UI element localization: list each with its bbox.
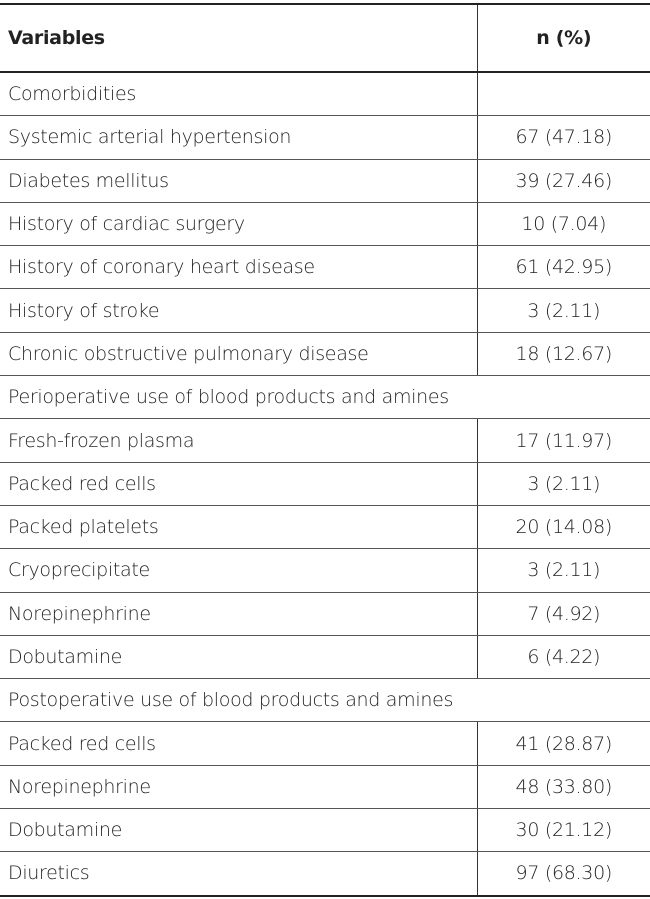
label-cell: Cryoprecipitate xyxy=(0,548,477,593)
value-cell: 97 (68.30) xyxy=(476,851,650,897)
value-cell: 10 (7.04) xyxy=(476,202,650,247)
label-cell: Dobutamine xyxy=(0,808,477,853)
value-cell: 3 (2.11) xyxy=(476,548,650,593)
value-cell: 67 (47.18) xyxy=(476,115,650,160)
section-cell: Comorbidities xyxy=(0,72,477,117)
value-cell: 17 (11.97) xyxy=(476,418,650,463)
table-row: Systemic arterial hypertension 67 (47.18) xyxy=(0,115,650,160)
label-cell: History of stroke xyxy=(0,288,477,333)
table-row: Dobutamine 6 (4.22) xyxy=(0,635,650,680)
empty-cell xyxy=(476,72,650,117)
table-row: Diuretics 97 (68.30) xyxy=(0,851,650,897)
label-cell: Systemic arterial hypertension xyxy=(0,115,477,160)
table-row: Cryoprecipitate 3 (2.11) xyxy=(0,548,650,593)
label-cell: Diabetes mellitus xyxy=(0,159,477,203)
table: Variables n (%) Comorbidities Systemic ar… xyxy=(0,3,650,897)
value-cell: 18 (12.67) xyxy=(476,332,650,377)
value-cell: 41 (28.87) xyxy=(476,721,650,766)
value-cell: 30 (21.12) xyxy=(476,808,650,853)
table-row: Packed platelets 20 (14.08) xyxy=(0,505,650,550)
label-cell: Norepinephrine xyxy=(0,592,477,636)
table-row: History of coronary heart disease 61 (42.… xyxy=(0,245,650,290)
header-cell: Variables xyxy=(0,3,477,73)
table-row: Chronic obstructive pulmonary disease 18 … xyxy=(0,332,650,377)
table-row: Diabetes mellitus 39 (27.46) xyxy=(0,159,650,203)
value-cell: 20 (14.08) xyxy=(476,505,650,550)
table-row: Dobutamine 30 (21.12) xyxy=(0,808,650,853)
section-cell: Perioperative use of blood products and … xyxy=(0,375,650,420)
section-cell: Postoperative use of blood products and … xyxy=(0,678,650,723)
label-cell: Dobutamine xyxy=(0,635,477,680)
value-cell: 3 (2.11) xyxy=(476,462,650,506)
value-cell: 7 (4.92) xyxy=(476,592,650,636)
label-cell: Chronic obstructive pulmonary disease xyxy=(0,332,477,377)
label-cell: Fresh-frozen plasma xyxy=(0,418,477,463)
value-cell: 48 (33.80) xyxy=(476,765,650,810)
table-row: Norepinephrine 48 (33.80) xyxy=(0,765,650,810)
table-wrap: Variables n (%) Comorbidities Systemic ar… xyxy=(0,3,650,897)
label-cell: History of coronary heart disease xyxy=(0,245,477,290)
value-cell: 6 (4.22) xyxy=(476,635,650,680)
label-cell: Packed red cells xyxy=(0,721,477,766)
label-cell: Diuretics xyxy=(0,851,477,897)
table-row: Postoperative use of blood products and … xyxy=(0,678,650,723)
table-row: Norepinephrine 7 (4.92) xyxy=(0,592,650,636)
value-cell: 61 (42.95) xyxy=(476,245,650,290)
label-cell: History of cardiac surgery xyxy=(0,202,477,247)
header-cell: n (%) xyxy=(476,3,650,73)
table-row: Packed red cells 41 (28.87) xyxy=(0,721,650,766)
label-cell: Norepinephrine xyxy=(0,765,477,810)
table-row: Packed red cells 3 (2.11) xyxy=(0,462,650,506)
table-row: Fresh-frozen plasma 17 (11.97) xyxy=(0,418,650,463)
value-cell: 3 (2.11) xyxy=(476,288,650,333)
table-body: Comorbidities Systemic arterial hypertens… xyxy=(0,72,650,897)
label-cell: Packed platelets xyxy=(0,505,477,550)
table-row: Comorbidities xyxy=(0,72,650,117)
table-row: Perioperative use of blood products and … xyxy=(0,375,650,420)
label-cell: Packed red cells xyxy=(0,462,477,506)
table-row: History of cardiac surgery 10 (7.04) xyxy=(0,202,650,247)
table-row: History of stroke 3 (2.11) xyxy=(0,288,650,333)
value-cell: 39 (27.46) xyxy=(476,159,650,203)
header-row: Variables n (%) xyxy=(0,3,650,73)
